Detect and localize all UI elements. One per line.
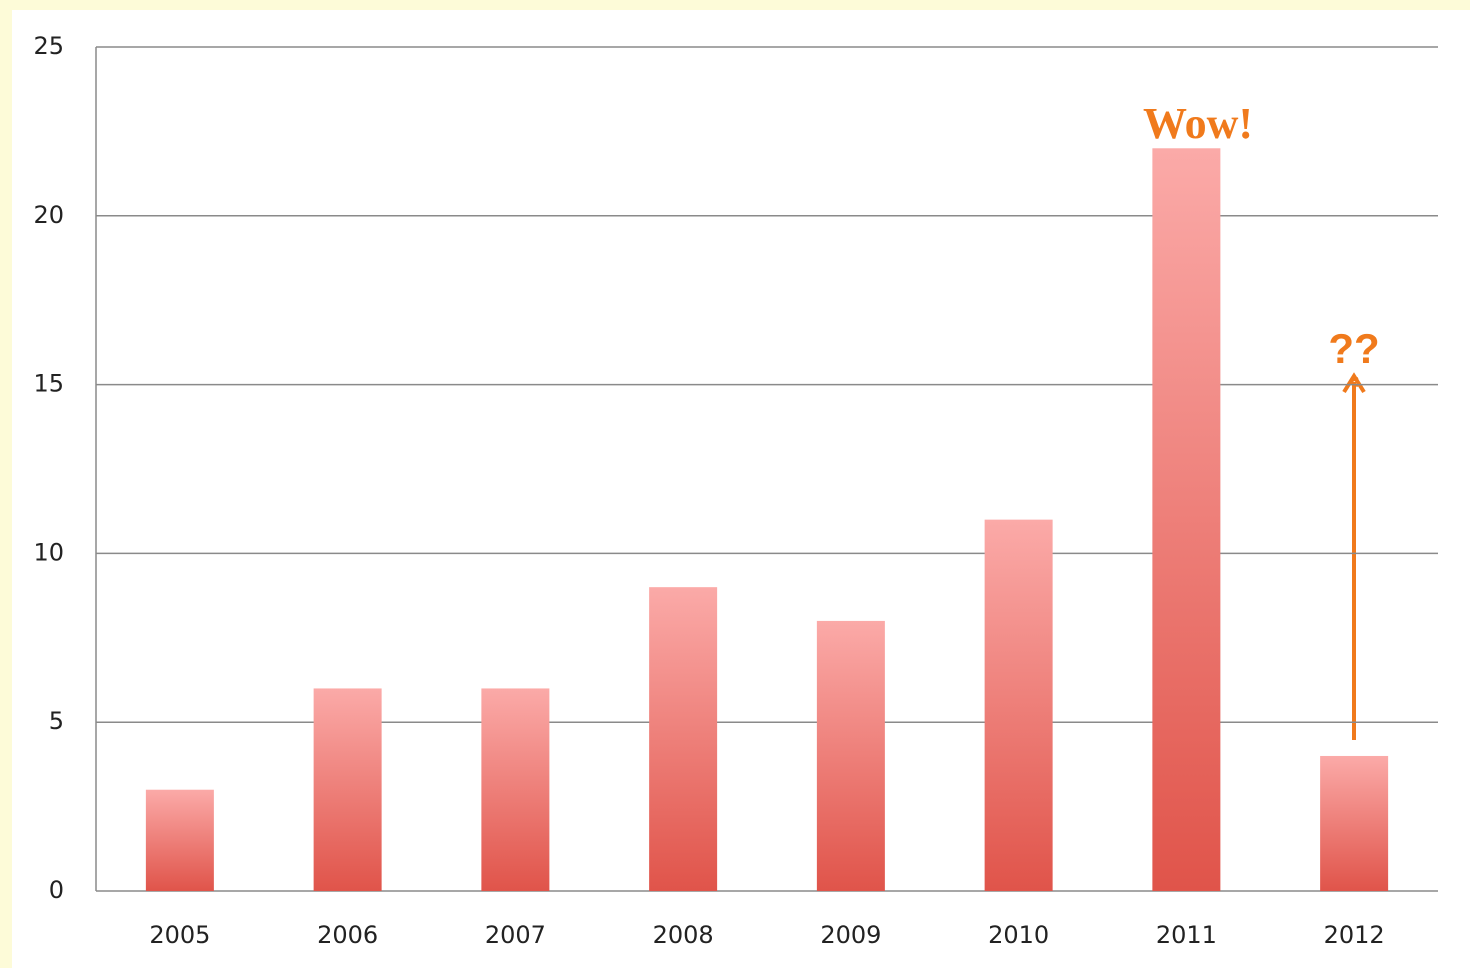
y-tick-label: 15: [33, 370, 64, 398]
x-tick-label: 2006: [317, 921, 378, 949]
chart-background: [12, 10, 1470, 968]
y-tick-label: 5: [49, 707, 64, 735]
bar: [313, 688, 382, 891]
y-tick-label: 25: [33, 32, 64, 60]
bar: [145, 789, 214, 891]
y-tick-label: 10: [33, 538, 64, 566]
x-tick-label: 2005: [149, 921, 210, 949]
bar: [481, 688, 550, 891]
bar: [816, 620, 885, 891]
x-tick-label: 2008: [653, 921, 714, 949]
annotation: Wow!: [1143, 99, 1253, 148]
bar: [1152, 148, 1221, 891]
bar: [984, 519, 1053, 891]
annotation: ??: [1328, 325, 1379, 372]
x-tick-label: 2010: [988, 921, 1049, 949]
arrow-head: [1342, 372, 1366, 394]
y-tick-label: 20: [33, 201, 64, 229]
y-tick-label: 0: [49, 876, 64, 904]
x-tick-label: 2009: [820, 921, 881, 949]
bar: [649, 587, 718, 891]
x-tick-label: 2012: [1324, 921, 1385, 949]
bar: [1320, 755, 1389, 891]
x-tick-label: 2007: [485, 921, 546, 949]
x-tick-label: 2011: [1156, 921, 1217, 949]
